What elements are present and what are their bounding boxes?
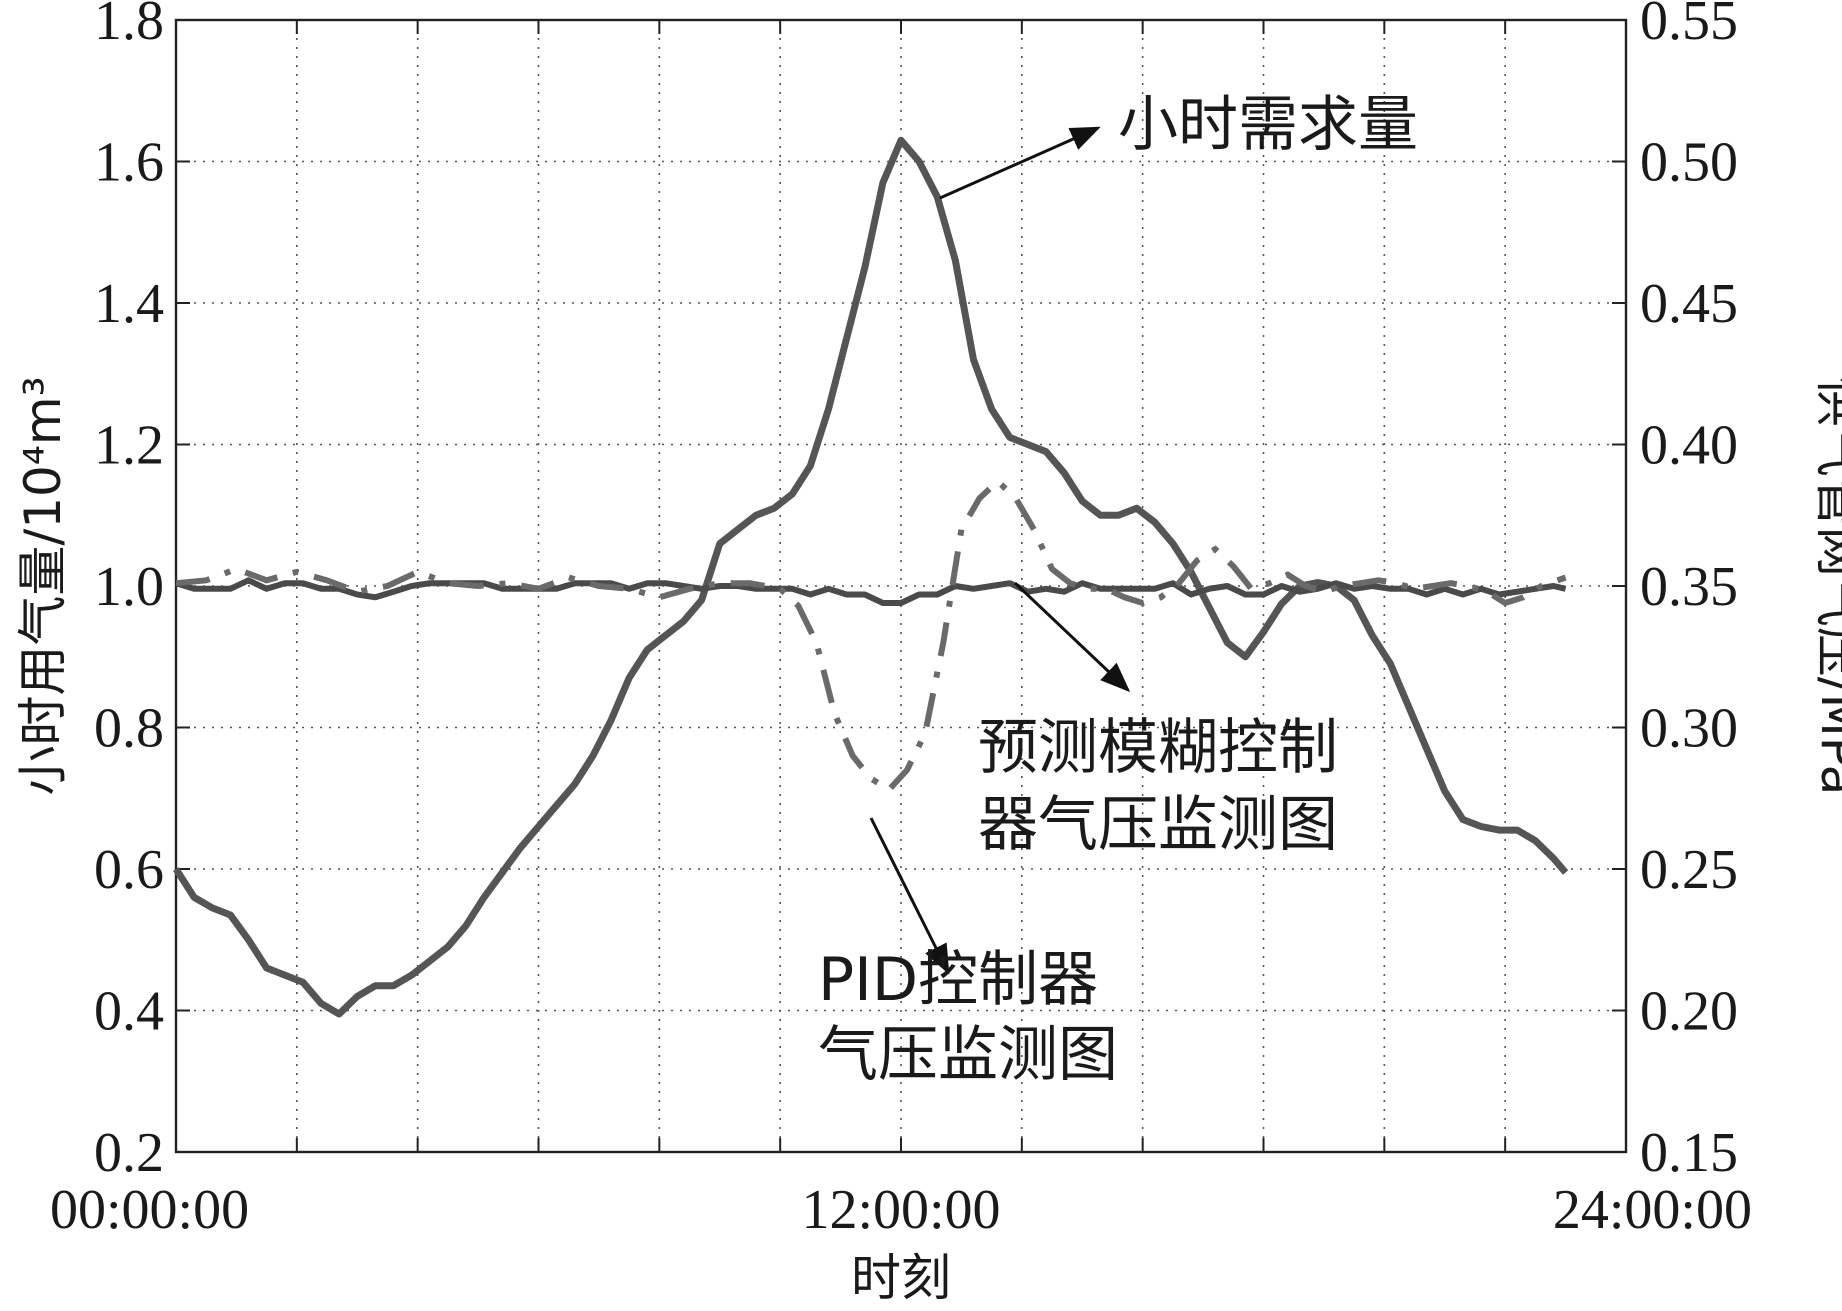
left-y-tick-label: 1.2 — [94, 415, 164, 477]
pid-pressure-line — [175, 477, 1567, 794]
left-y-tick-label: 1.0 — [94, 556, 164, 618]
right-y-tick-label: 0.30 — [1640, 698, 1738, 760]
x-axis-title: 时刻 — [851, 1249, 951, 1307]
fuzzy-annotation-arrow — [1013, 581, 1131, 693]
right-y-tick-label: 0.25 — [1640, 839, 1738, 901]
right-y-axis-title: 供气管网气压/MPa — [1810, 377, 1842, 796]
left-y-tick-label: 0.4 — [94, 981, 164, 1043]
pid-annotation-arrow — [869, 817, 950, 975]
demand-annotation-arrow — [939, 126, 1101, 200]
left-y-tick-label: 0.6 — [94, 839, 164, 901]
x-tick-label: 00:00:00 — [50, 1179, 249, 1241]
right-y-tick-label: 0.50 — [1640, 132, 1738, 194]
right-y-tick-label: 0.40 — [1640, 415, 1738, 477]
right-y-tick-label: 0.15 — [1640, 1122, 1738, 1184]
fuzzy-annotation: 预测模糊控制 器气压监测图 — [978, 581, 1338, 860]
fuzzy-annotation-line-2: 器气压监测图 — [978, 790, 1338, 860]
right-y-tick-label: 0.35 — [1640, 556, 1738, 618]
left-y-tick-label: 1.8 — [94, 0, 164, 52]
right-y-tick-label: 0.20 — [1640, 981, 1738, 1043]
x-tick-label: 24:00:00 — [1553, 1179, 1752, 1241]
pid-annotation-line-2: 气压监测图 — [818, 1020, 1118, 1090]
fuzzy-annotation-line-1: 预测模糊控制 — [978, 713, 1338, 783]
demand-annotation: 小时需求量 — [939, 90, 1418, 200]
demand-line — [173, 136, 1569, 1018]
right-y-tick-labels: 0.15 0.20 0.25 0.30 0.35 0.40 0.45 0.50 0.55 — [1640, 0, 1738, 1184]
x-tick-label: 12:00:00 — [801, 1179, 1000, 1241]
series-layer — [173, 136, 1569, 1018]
left-y-tick-label: 0.2 — [94, 1122, 164, 1184]
left-y-tick-label: 1.6 — [94, 132, 164, 194]
pid-annotation-line-1: PID控制器 — [818, 945, 1098, 1015]
axis-ticks — [176, 19, 1626, 1153]
right-y-tick-label: 0.45 — [1640, 273, 1738, 335]
left-y-tick-label: 0.8 — [94, 698, 164, 760]
left-y-tick-label: 1.4 — [94, 273, 164, 335]
left-y-axis-title: 小时用气量/10⁴m³ — [14, 376, 72, 795]
demand-annotation-label: 小时需求量 — [1118, 90, 1418, 160]
x-tick-labels: 00:00:00 12:00:00 24:00:00 — [50, 1179, 1752, 1241]
right-y-tick-label: 0.55 — [1640, 0, 1738, 52]
left-y-tick-labels: 0.2 0.4 0.6 0.8 1.0 1.2 1.4 1.6 1.8 — [94, 0, 164, 1184]
fuzzy-pressure-line — [175, 577, 1567, 606]
pid-annotation: PID控制器 气压监测图 — [818, 817, 1118, 1090]
